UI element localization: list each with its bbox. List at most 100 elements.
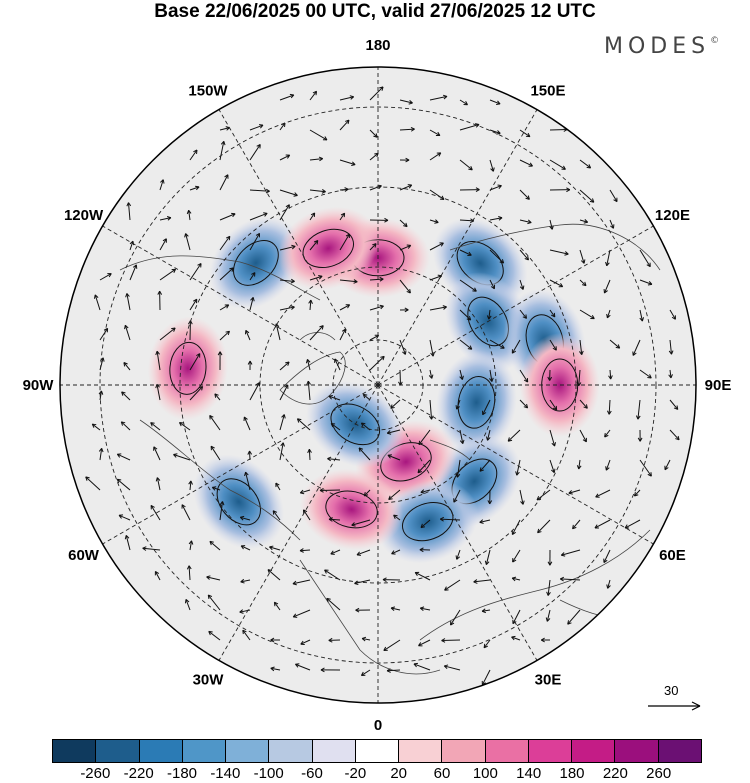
wind-arrow <box>399 219 408 228</box>
wind-arrow <box>328 637 341 643</box>
wind-arrow <box>206 575 221 581</box>
wind-arrow <box>604 429 611 438</box>
wind-arrow <box>279 305 295 311</box>
wind-arrow <box>455 549 461 560</box>
anomaly-contour <box>325 490 378 529</box>
wind-arrow <box>444 579 461 591</box>
positive-anomaly <box>519 333 600 437</box>
wind-arrow <box>189 353 201 371</box>
colorbar-swatch <box>485 740 529 762</box>
anomaly-contour <box>216 478 261 526</box>
wind-arrow <box>249 297 255 311</box>
wind-arrow <box>459 339 473 350</box>
wind-arrow <box>549 279 564 288</box>
wind-arrow <box>479 519 491 524</box>
wind-arrow <box>386 429 401 435</box>
wind-arrow <box>459 123 480 131</box>
wind-arrow <box>275 482 281 491</box>
copyright-mark: © <box>710 36 720 46</box>
wind-arrow <box>129 264 138 281</box>
wind-arrow <box>369 304 384 311</box>
wind-arrow <box>116 478 131 491</box>
wind-arrow <box>219 330 230 341</box>
wind-arrow <box>124 534 131 551</box>
wind-arrow <box>512 609 521 625</box>
wind-vectors <box>85 86 680 686</box>
wind-arrow <box>420 489 431 494</box>
wind-arrow <box>579 189 595 203</box>
wind-arrow <box>603 549 611 564</box>
wind-arrow <box>330 422 341 431</box>
wind-arrow <box>481 608 491 614</box>
wind-arrow <box>270 637 281 643</box>
wind-arrow <box>568 489 581 495</box>
wind-arrow <box>669 309 676 320</box>
wind-arrow <box>184 233 191 251</box>
wind-arrow <box>393 514 401 521</box>
wind-arrow <box>633 489 641 497</box>
wind-arrow <box>455 399 461 410</box>
wind-arrow <box>459 369 464 380</box>
wind-arrow <box>382 577 401 583</box>
wind-arrow <box>399 307 409 313</box>
wind-arrow <box>669 399 679 410</box>
wind-arrow <box>155 350 161 371</box>
wind-arrow <box>118 514 131 521</box>
wind-arrow <box>327 456 341 462</box>
wind-arrow <box>249 212 268 221</box>
wind-arrow <box>429 129 441 137</box>
wind-arrow <box>189 149 198 161</box>
wind-arrow <box>369 276 384 282</box>
colorbar-swatch <box>53 740 97 762</box>
positive-anomaly <box>147 316 229 421</box>
wind-arrow <box>306 380 311 401</box>
wind-arrow <box>519 369 529 383</box>
wind-arrow <box>399 157 410 163</box>
wind-arrow <box>273 601 281 611</box>
wind-arrow <box>244 471 251 491</box>
wind-arrow <box>418 639 431 647</box>
wind-arrow <box>549 159 566 170</box>
wind-arrow <box>208 630 221 641</box>
wind-arrow <box>483 639 491 649</box>
longitude-label: 30E <box>535 671 562 688</box>
wind-arrow <box>579 339 584 355</box>
wind-arrow <box>459 99 468 106</box>
wind-arrow <box>217 351 223 371</box>
colorbar-tick-label: 220 <box>602 765 628 782</box>
wind-arrow <box>214 393 221 401</box>
wind-arrow <box>546 579 551 596</box>
wind-arrow <box>369 217 389 223</box>
wind-arrow <box>606 399 612 415</box>
wind-arrow <box>453 489 461 503</box>
wind-arrow <box>210 445 221 461</box>
wind-arrow <box>559 576 581 582</box>
wind-arrow <box>319 488 341 493</box>
wind-arrow <box>519 189 530 200</box>
wind-arrow <box>339 212 346 221</box>
wind-arrow <box>91 423 101 431</box>
wind-arrow <box>249 144 261 161</box>
colorbar-swatch <box>399 740 443 762</box>
wind-arrow <box>489 129 501 135</box>
wind-arrow <box>519 399 529 409</box>
wind-arrow <box>489 369 494 382</box>
wind-arrow <box>207 594 221 611</box>
wind-arrow <box>299 489 311 495</box>
wind-arrow <box>116 453 131 461</box>
positive-anomaly <box>300 468 404 551</box>
wind-arrow <box>579 399 588 409</box>
wind-arrow <box>549 399 558 411</box>
wind-arrow <box>363 489 371 497</box>
wind-arrow <box>279 93 295 101</box>
colorbar-tick-label: -220 <box>123 765 154 782</box>
wind-arrow <box>489 339 505 349</box>
wind-arrow <box>450 609 461 626</box>
wind-arrow <box>173 453 191 461</box>
map-title: Base 22/06/2025 00 UTC, valid 27/06/2025… <box>154 1 596 22</box>
brand-text: MODES <box>604 34 711 59</box>
wind-arrow <box>279 384 289 401</box>
wind-arrow <box>356 549 371 556</box>
wind-arrow <box>537 519 551 534</box>
wind-arrow <box>443 664 461 671</box>
